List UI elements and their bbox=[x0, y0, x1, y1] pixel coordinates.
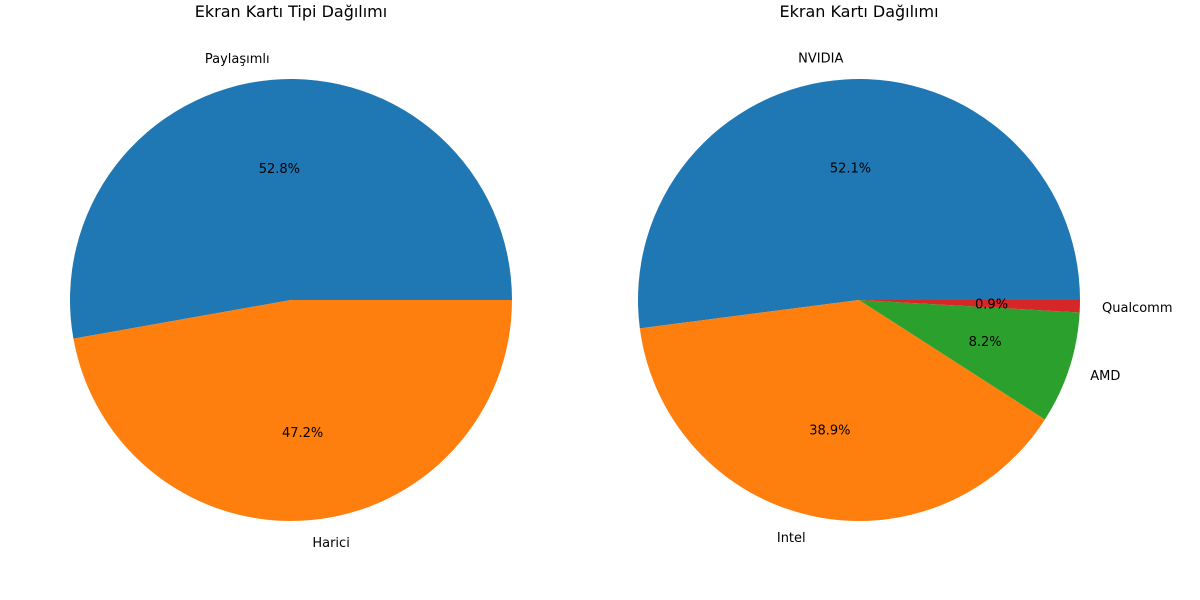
pie-slice-payla-ml bbox=[70, 79, 512, 339]
pie-slice-amd bbox=[859, 300, 1080, 420]
pie-chart-gpu-type: Ekran Kartı Tipi Dağılımı Paylaşımlı 52.8… bbox=[70, 2, 512, 551]
slice-label-harici: Harici bbox=[312, 536, 349, 551]
pie-slice-qualcomm bbox=[859, 300, 1080, 313]
slice-label-nvidia: NVIDIA bbox=[798, 51, 843, 66]
chart-title: Ekran Kartı Tipi Dağılımı bbox=[195, 2, 387, 21]
slices bbox=[638, 79, 1080, 521]
pie-chart-gpu-vendor: Ekran Kartı Dağılımı NVIDIA 52.1% Intel 38.… bbox=[638, 2, 1172, 546]
pie-slice-nvidia bbox=[638, 79, 1080, 329]
slice-percent-harici: 47.2% bbox=[282, 426, 323, 441]
slice-labels: NVIDIA 52.1% Intel 38.9% AMD 8.2% Qualcomm 0.9% bbox=[777, 51, 1173, 546]
pie-slice-intel bbox=[639, 300, 1045, 521]
slice-percent-nvidia: 52.1% bbox=[830, 162, 871, 177]
chart-title: Ekran Kartı Dağılımı bbox=[779, 2, 938, 21]
slice-label-intel: Intel bbox=[777, 531, 806, 546]
slice-percent-payla-ml: 52.8% bbox=[259, 162, 300, 177]
slice-label-payla-ml: Paylaşımlı bbox=[205, 52, 270, 67]
slice-percent-intel: 38.9% bbox=[809, 423, 850, 438]
slice-label-qualcomm: Qualcomm bbox=[1102, 301, 1172, 316]
slice-label-amd: AMD bbox=[1090, 369, 1120, 384]
slice-labels: Paylaşımlı 52.8% Harici 47.2% bbox=[205, 52, 350, 551]
slices bbox=[70, 79, 512, 522]
slice-percent-qualcomm: 0.9% bbox=[975, 298, 1008, 313]
pie-slice-harici bbox=[73, 300, 512, 522]
slice-percent-amd: 8.2% bbox=[969, 335, 1002, 350]
